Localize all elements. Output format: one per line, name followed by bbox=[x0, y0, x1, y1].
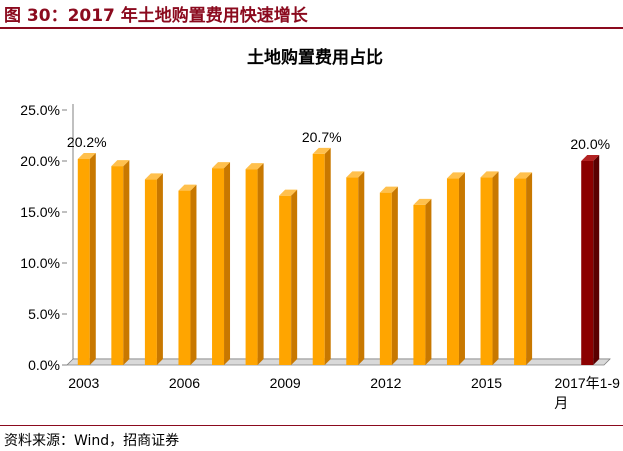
bar-2006 bbox=[178, 184, 197, 365]
bar-front bbox=[446, 178, 459, 365]
bar-side bbox=[123, 160, 130, 365]
bar-top bbox=[279, 189, 298, 196]
bar-front bbox=[144, 179, 157, 365]
bar-side bbox=[492, 171, 499, 365]
bar-front bbox=[279, 195, 292, 365]
x-tick-label: 2006 bbox=[169, 375, 200, 391]
bar-side bbox=[425, 198, 432, 365]
bar-front bbox=[413, 204, 426, 365]
bar-top bbox=[111, 160, 130, 167]
y-tick-label: 5.0% bbox=[28, 306, 60, 322]
figure-title: 图 30：2017 年土地购置费用快速增长 bbox=[4, 6, 308, 26]
bar-side bbox=[358, 171, 365, 365]
bar-side bbox=[526, 172, 533, 365]
bar-2011 bbox=[346, 171, 365, 365]
bar-front bbox=[312, 153, 325, 365]
y-tick-label: 25.0% bbox=[20, 102, 60, 118]
bar-chart: 土地购置费用占比 0.0% 5.0% 10.0% 15.0% 20.0% 25.0% 20… bbox=[20, 47, 620, 411]
bar-2007 bbox=[212, 162, 231, 365]
bar-top bbox=[245, 163, 264, 170]
data-label: 20.7% bbox=[302, 129, 342, 145]
bar-front bbox=[346, 177, 359, 365]
y-tick-label: 20.0% bbox=[20, 153, 60, 169]
x-tick-label: 2015 bbox=[471, 375, 502, 391]
bar-side bbox=[190, 184, 197, 365]
bar-front bbox=[178, 190, 191, 365]
bar-2015 bbox=[480, 171, 499, 365]
x-tick-label: 2009 bbox=[270, 375, 301, 391]
bar-2010 bbox=[312, 147, 331, 365]
bar-2008 bbox=[245, 163, 264, 365]
bar-top bbox=[413, 198, 432, 205]
bar-top bbox=[144, 173, 163, 180]
bar-top bbox=[446, 172, 465, 179]
bar-side bbox=[593, 155, 600, 365]
bar-2003 bbox=[77, 152, 96, 365]
bar-top bbox=[480, 171, 499, 178]
x-tick-label: 2012 bbox=[370, 375, 401, 391]
bar-2004 bbox=[111, 160, 130, 365]
bar-top bbox=[178, 184, 197, 191]
bar-top bbox=[581, 155, 600, 161]
bar-front bbox=[480, 177, 493, 365]
bar-side bbox=[324, 147, 331, 365]
bar-2017年1-9月 bbox=[581, 155, 600, 365]
data-labels: 20.2% 20.7% 20.0% bbox=[67, 129, 610, 152]
data-label: 20.2% bbox=[67, 134, 107, 150]
bar-2013 bbox=[413, 198, 432, 365]
bar-front bbox=[379, 192, 392, 365]
bar-front bbox=[581, 161, 594, 365]
x-tick-label: 2017年1-9 bbox=[555, 375, 621, 391]
bottom-rule bbox=[0, 425, 623, 426]
bar-side bbox=[458, 172, 465, 365]
bar-top bbox=[379, 186, 398, 193]
x-tick-label: 2003 bbox=[68, 375, 99, 391]
bar-side bbox=[257, 163, 264, 365]
bars bbox=[77, 147, 600, 365]
bar-front bbox=[514, 178, 527, 365]
top-rule bbox=[0, 27, 623, 29]
bar-top bbox=[212, 162, 231, 169]
bar-front bbox=[77, 158, 90, 365]
bar-front bbox=[212, 168, 225, 365]
source-note: 资料来源：Wind，招商证券 bbox=[4, 433, 180, 449]
bar-side bbox=[89, 152, 96, 365]
bar-top bbox=[77, 152, 96, 159]
y-tick-label: 0.0% bbox=[28, 357, 60, 373]
bar-side bbox=[224, 162, 231, 365]
bar-side bbox=[156, 173, 163, 365]
bar-2016 bbox=[514, 172, 533, 365]
x-axis: 2003 2006 2009 2012 2015 2017年1-9 月 bbox=[68, 375, 620, 411]
y-tick-label: 10.0% bbox=[20, 255, 60, 271]
chart-title: 土地购置费用占比 bbox=[247, 47, 383, 68]
bar-top bbox=[312, 147, 331, 154]
bar-side bbox=[291, 189, 298, 365]
x-tick-label-cont: 月 bbox=[554, 395, 568, 411]
bar-top bbox=[346, 171, 365, 178]
bar-2009 bbox=[279, 189, 298, 365]
bar-top bbox=[514, 172, 533, 179]
bar-front bbox=[111, 166, 124, 365]
y-tick-label: 15.0% bbox=[20, 204, 60, 220]
bar-2005 bbox=[144, 173, 163, 365]
bar-2014 bbox=[446, 172, 465, 365]
data-label: 20.0% bbox=[570, 136, 610, 152]
bar-front bbox=[245, 169, 258, 365]
bar-side bbox=[391, 186, 398, 365]
bar-2012 bbox=[379, 186, 398, 365]
